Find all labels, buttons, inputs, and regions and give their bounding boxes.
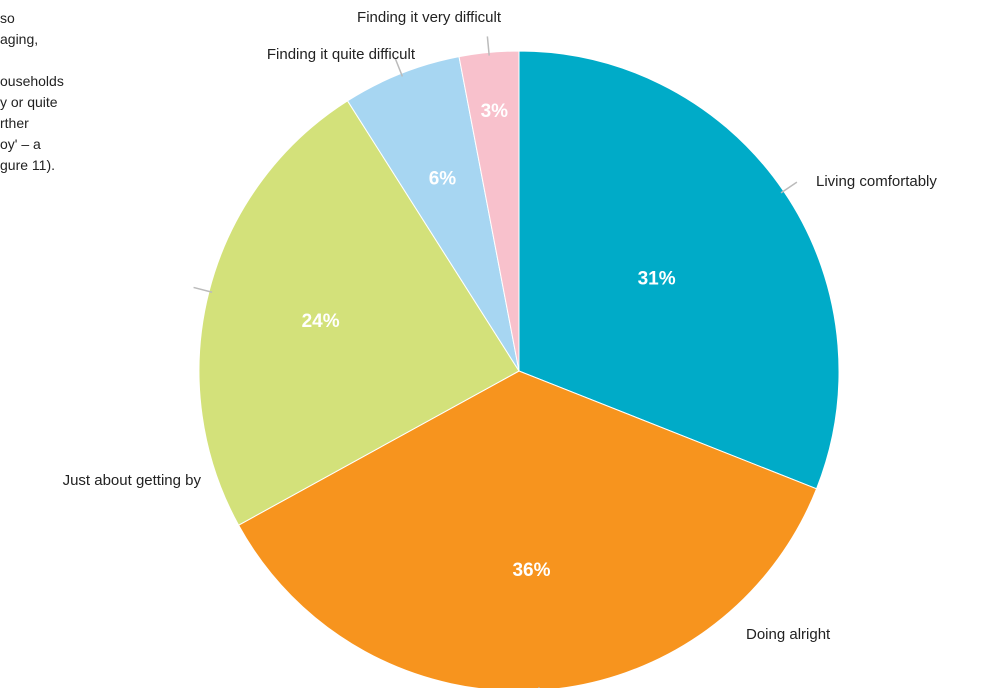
percentage-labels: 31% 36% 24% 6% 3% — [302, 101, 676, 581]
slice-percentage-label: 36% — [512, 560, 550, 581]
slice-percentage-label: 3% — [481, 101, 509, 122]
pie-slices — [198, 50, 840, 688]
slice-category-label: Just about getting by — [63, 472, 202, 489]
slice-category-label: Living comfortably — [816, 173, 937, 190]
body-text-line: ouseholds — [0, 73, 64, 89]
slice-category-label: Finding it very difficult — [357, 9, 502, 26]
slice-category-label: Finding it quite difficult — [267, 46, 416, 63]
leader-lines — [193, 36, 798, 688]
leader-line — [486, 36, 490, 56]
pie-slice-doing-alright — [237, 370, 818, 688]
slice-category-label: Doing alright — [746, 626, 831, 643]
slice-percentage-label: 31% — [638, 268, 676, 289]
leader-line — [394, 58, 404, 77]
body-text-line: gure 11). — [0, 157, 55, 173]
category-labels: Living comfortably Doing alright Just abou… — [63, 9, 938, 643]
body-text-line: rther — [0, 115, 29, 131]
body-text-line: aging, — [0, 31, 39, 47]
slice-percentage-label: 24% — [302, 311, 340, 332]
leader-line — [780, 181, 798, 194]
body-text-line: so — [0, 10, 15, 26]
body-text-line: oy' – a — [0, 136, 41, 152]
slice-percentage-label: 6% — [429, 169, 457, 190]
body-text-fragment: so aging, ouseholds y or quite rther oy'… — [0, 8, 130, 176]
leader-line — [193, 286, 213, 293]
body-text-line: y or quite — [0, 94, 58, 110]
